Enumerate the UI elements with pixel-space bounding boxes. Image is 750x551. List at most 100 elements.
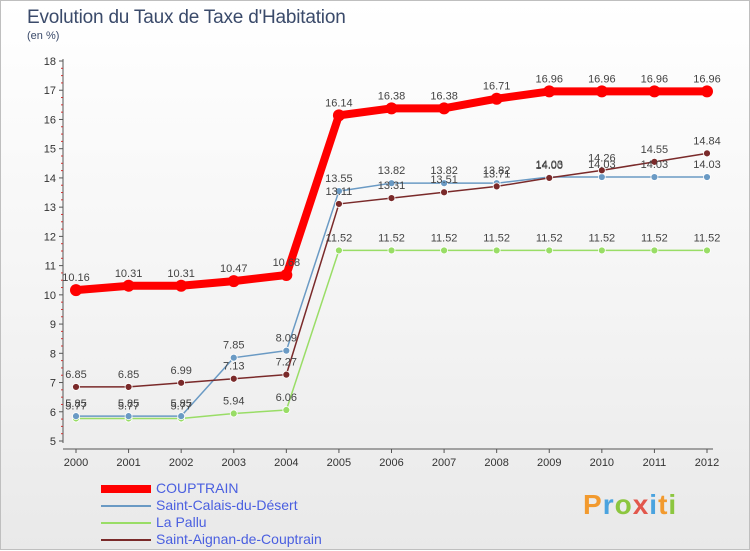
data-label: 11.52 [431, 232, 458, 244]
legend-swatch [101, 505, 151, 507]
x-tick-label: 2005 [327, 457, 351, 469]
y-tick-label: 13 [44, 202, 56, 214]
x-tick-label: 2001 [116, 457, 140, 469]
data-point [387, 194, 396, 202]
data-point [124, 383, 133, 391]
data-label: 8.09 [276, 333, 297, 345]
data-label: 13.82 [430, 165, 458, 177]
data-point [280, 268, 293, 281]
data-label: 16.38 [378, 90, 406, 102]
data-point [335, 200, 343, 208]
data-point [440, 246, 448, 255]
x-tick-label: 2009 [537, 457, 561, 469]
data-point [492, 182, 501, 191]
data-label: 16.96 [641, 73, 669, 85]
data-label: 16.38 [430, 90, 458, 102]
data-point [648, 85, 661, 98]
data-label: 14.03 [588, 159, 616, 171]
data-label: 5.94 [223, 396, 244, 408]
data-label: 16.14 [325, 97, 353, 109]
data-point [335, 187, 343, 195]
data-label: 11.52 [588, 232, 615, 244]
x-tick-label: 2004 [274, 457, 298, 469]
data-point [545, 246, 554, 255]
data-label: 10.16 [62, 272, 90, 284]
data-label: 6.85 [118, 369, 139, 381]
x-tick-label: 2006 [379, 457, 403, 469]
data-point [703, 246, 711, 255]
y-tick-label: 14 [44, 173, 56, 185]
data-label: 5.77 [170, 400, 191, 412]
data-label: 11.52 [536, 232, 563, 244]
data-point [229, 353, 238, 362]
x-tick-label: 2012 [695, 457, 719, 469]
data-label: 10.68 [273, 257, 301, 269]
data-point [122, 279, 135, 292]
data-point [490, 92, 503, 105]
legend-swatch [101, 485, 151, 493]
data-point [650, 246, 659, 255]
data-label: 13.82 [378, 165, 406, 177]
y-tick-label: 17 [44, 85, 56, 97]
data-point [545, 174, 554, 182]
x-tick-label: 2007 [432, 457, 456, 469]
data-point [175, 279, 188, 292]
data-label: 16.71 [483, 81, 511, 93]
data-point [650, 173, 659, 181]
data-label: 11.52 [641, 232, 668, 244]
data-label: 14.03 [693, 159, 721, 171]
data-point [438, 102, 451, 115]
x-tick-label: 2008 [484, 457, 508, 469]
legend-label: Saint-Aignan-de-Couptrain [156, 531, 322, 547]
data-label: 10.31 [115, 268, 143, 280]
data-point [70, 284, 82, 297]
data-label: 13.55 [325, 173, 353, 185]
data-label: 13.71 [483, 168, 511, 180]
data-point [385, 102, 398, 115]
data-point [543, 85, 556, 98]
y-tick-label: 12 [44, 231, 56, 243]
y-tick-label: 16 [44, 114, 56, 126]
legend-label: Saint-Calais-du-Désert [156, 497, 298, 513]
data-label: 14.03 [535, 159, 563, 171]
data-label: 16.96 [693, 73, 721, 85]
data-point [595, 85, 608, 98]
data-point [597, 173, 606, 181]
y-tick-label: 7 [50, 378, 56, 390]
data-label: 5.85 [118, 398, 139, 410]
data-point [440, 188, 448, 197]
data-label: 11.52 [326, 232, 353, 244]
x-tick-label: 2000 [64, 457, 88, 469]
data-point [177, 378, 186, 387]
data-label: 6.99 [170, 365, 191, 377]
data-label: 7.27 [276, 357, 297, 369]
data-point [597, 166, 606, 175]
data-point [701, 85, 713, 98]
data-point [492, 246, 501, 255]
data-label: 14.03 [641, 159, 669, 171]
data-label: 5.77 [65, 400, 86, 412]
data-point [72, 383, 80, 391]
x-tick-label: 2003 [222, 457, 246, 469]
y-tick-label: 8 [50, 348, 56, 360]
data-label: 13.82 [483, 165, 511, 177]
data-label: 16.96 [588, 73, 616, 85]
data-point [703, 173, 711, 181]
brand-letter: r [602, 489, 615, 520]
data-point [227, 275, 240, 288]
x-tick-label: 2002 [169, 457, 193, 469]
y-tick-label: 9 [50, 319, 56, 331]
data-label: 14.26 [588, 152, 616, 164]
data-point [650, 157, 659, 166]
data-point [387, 179, 396, 188]
data-label: 16.96 [535, 73, 563, 85]
x-tick-label: 2010 [590, 457, 614, 469]
y-tick-label: 18 [44, 56, 56, 68]
data-point [72, 412, 80, 421]
data-point [124, 412, 133, 421]
data-label: 11.52 [483, 232, 510, 244]
data-label: 14.84 [693, 135, 721, 147]
data-label: 14.00 [535, 160, 563, 172]
brand-letter: t [658, 489, 669, 520]
